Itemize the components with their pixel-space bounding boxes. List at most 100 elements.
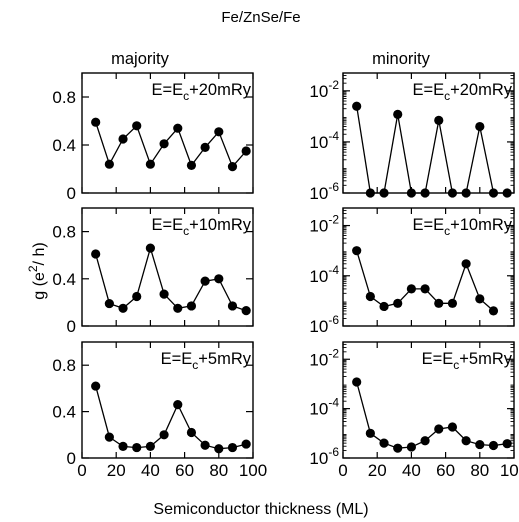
data-point (406, 188, 416, 198)
data-point (132, 291, 142, 302)
data-point (241, 146, 251, 156)
energy-annotation: E=Ec+10mRy (412, 216, 512, 238)
data-point (406, 284, 416, 294)
data-point (118, 303, 128, 313)
data-point (475, 439, 485, 450)
y-tick-label: 0.8 (52, 223, 76, 242)
data-point (488, 306, 499, 316)
x-tick-label: 40 (402, 461, 421, 480)
series-line (95, 385, 247, 450)
panel-frame (81, 207, 254, 327)
series-line (356, 250, 494, 312)
y-tick-label: 0.4 (52, 136, 76, 155)
series-line (356, 381, 508, 449)
y-tick-label: 0.8 (52, 88, 76, 107)
x-tick-label: 40 (141, 461, 160, 480)
y-tick-label: 10-4 (309, 396, 339, 419)
data-point (132, 442, 142, 453)
panel-minority-3: 10-6 10-4 10-2 0 20 40 60 80 100 E=Ec+5mRy (309, 341, 519, 480)
data-point (159, 139, 169, 149)
x-tick-label: 0 (338, 461, 347, 480)
data-point (145, 159, 155, 169)
panel-majority-3: 0 0.4 0.8 0 20 40 60 80 100 E=Ec+5mRy (52, 341, 267, 480)
data-point (145, 243, 155, 253)
series-line (95, 121, 247, 168)
y-tick-label: 0 (67, 184, 76, 203)
y-tick-label: 10-6 (309, 313, 339, 336)
panel-frame (81, 341, 254, 459)
data-point (379, 438, 389, 448)
y-axis-label-tail: / h) (31, 242, 48, 265)
x-tick-label: 60 (175, 461, 194, 480)
y-tick-label: 10-6 (309, 445, 339, 468)
data-point (461, 259, 471, 269)
x-tick-label: 20 (107, 461, 126, 480)
data-point (227, 301, 238, 311)
y-tick-label: 10-6 (309, 180, 339, 203)
data-point (352, 246, 362, 256)
data-point (159, 289, 169, 299)
data-point (227, 162, 238, 172)
data-point (393, 109, 403, 119)
data-point (502, 188, 512, 198)
x-tick-label: 20 (368, 461, 387, 480)
energy-annotation: E=Ec+5mRy (161, 350, 252, 372)
data-point (447, 422, 458, 432)
data-point (352, 377, 362, 387)
data-point (241, 306, 251, 316)
data-point (214, 274, 224, 284)
data-point (91, 117, 101, 127)
data-point (200, 142, 210, 152)
data-point (365, 428, 375, 438)
y-tick-label: 10-2 (309, 78, 339, 101)
data-point (145, 441, 155, 451)
data-point (118, 134, 128, 144)
data-point (365, 188, 375, 198)
y-tick-label: 0.4 (52, 270, 76, 289)
data-point (420, 188, 430, 198)
figure-title: Fe/ZnSe/Fe (221, 9, 300, 26)
data-point (132, 121, 142, 131)
y-tick-label: 10-2 (309, 213, 339, 236)
energy-annotation: E=Ec+10mRy (151, 216, 251, 238)
x-tick-label: 80 (209, 461, 228, 480)
data-point (91, 249, 101, 259)
y-axis-label-base: g (e (31, 272, 48, 300)
data-point (475, 294, 485, 304)
energy-annotation: E=Ec+20mRy (151, 81, 251, 103)
x-tick-label: 100 (239, 461, 267, 480)
data-point (186, 427, 197, 438)
series-line (95, 245, 247, 312)
panel-minority-2: 10-6 10-4 10-2 E=Ec+10mRy (309, 207, 515, 336)
data-point (214, 127, 224, 137)
data-point (488, 440, 499, 451)
data-point (406, 442, 416, 452)
data-point (118, 441, 128, 451)
data-point (365, 291, 375, 302)
data-point (393, 443, 403, 453)
energy-annotation: E=Ec+5mRy (422, 350, 513, 372)
data-point (186, 160, 197, 170)
panel-frame (81, 72, 254, 194)
data-point (91, 381, 101, 391)
data-point (104, 298, 114, 309)
data-point (241, 439, 251, 449)
x-tick-label: 80 (470, 461, 489, 480)
data-point (200, 440, 210, 450)
panel-majority-2: 0 0.4 0.8 E=Ec+10mRy (52, 207, 254, 336)
data-point (104, 159, 114, 169)
x-axis-label: Semiconductor thickness (ML) (153, 501, 368, 518)
panel-majority-1: 0 0.4 0.8 E=Ec+20mRy (52, 72, 254, 203)
x-tick-label: 100 (500, 461, 519, 480)
data-point (434, 115, 444, 125)
data-point (461, 188, 471, 198)
data-point (104, 432, 114, 442)
y-tick-label: 0 (67, 449, 76, 468)
column-label-majority: majority (111, 50, 170, 68)
y-axis-label: g (e2/ h) (26, 242, 48, 299)
data-point (173, 400, 183, 410)
y-tick-label: 0.8 (52, 356, 76, 375)
data-point (379, 301, 389, 312)
data-point (475, 121, 485, 132)
